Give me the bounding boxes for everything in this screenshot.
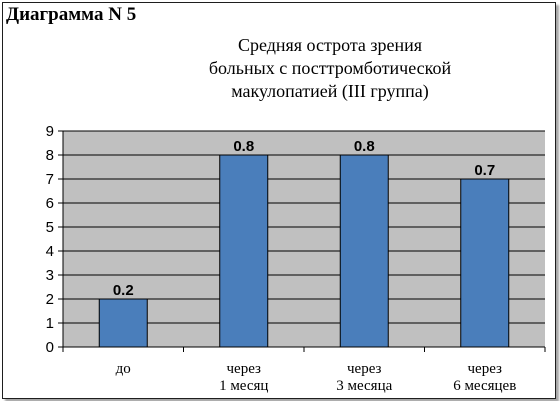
y-tick-label: 0 [46,339,54,356]
diagram-label: Диаграмма N 5 [6,4,137,25]
data-label: 0.7 [474,162,495,179]
x-tick-label: через [468,361,503,377]
y-tick-label: 6 [46,195,54,212]
y-tick-label: 9 [46,123,54,140]
y-tick-label: 5 [46,219,54,236]
chart-title: Средняя острота зрения больных с посттро… [160,34,500,103]
y-tick-label: 1 [46,315,54,332]
bar [339,154,389,348]
bar [98,298,148,348]
x-tick-label: через [347,361,382,377]
x-tick-label: до [116,361,131,377]
y-tick-label: 2 [46,291,54,308]
x-tick-label: 1 месяц [219,378,268,394]
chart-title-line: макулопатией (III группа) [231,81,429,101]
x-tick-label: 3 месяца [336,378,392,394]
chart-title-line: больных с посттромботической [208,58,452,78]
y-tick-label: 3 [46,267,54,284]
bar [219,154,269,348]
y-tick-label: 7 [46,171,54,188]
y-tick-label: 8 [46,147,54,164]
data-label: 0.8 [354,138,375,155]
data-label: 0.2 [113,282,134,299]
data-label: 0.8 [233,138,254,155]
x-tick-label: 6 месяцев [453,378,516,394]
x-tick-label: через [227,361,262,377]
y-tick-label: 4 [46,243,54,260]
bar [460,178,510,348]
chart-title-line: Средняя острота зрения [237,35,423,55]
